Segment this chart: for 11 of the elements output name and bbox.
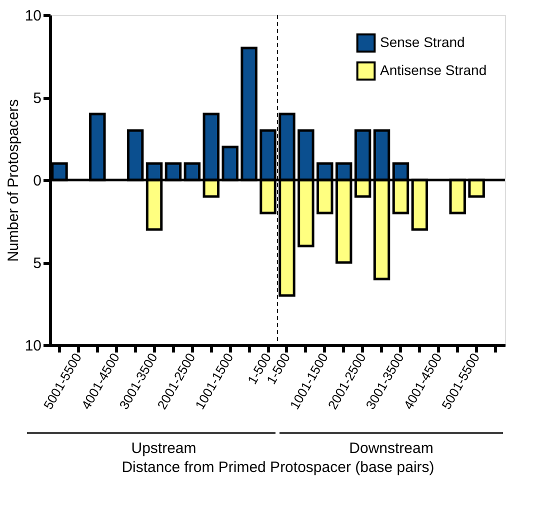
y-tick-label: 5 bbox=[33, 255, 42, 272]
y-axis-title: Number of Protospacers bbox=[4, 99, 22, 262]
y-tick-label: 10 bbox=[24, 8, 42, 24]
text: Upstream bbox=[131, 440, 196, 457]
text: Downstream bbox=[349, 440, 434, 457]
legend-label: Antisense Strand bbox=[380, 62, 487, 78]
y-tick-label: 0 bbox=[33, 172, 42, 190]
legend-label: Sense Strand bbox=[380, 34, 465, 50]
x-axis-title: Distance from Primed Protospacer (base pairs) bbox=[122, 458, 434, 476]
y-tick-label: 10 bbox=[24, 338, 42, 354]
y-tick-label: 5 bbox=[33, 90, 42, 107]
